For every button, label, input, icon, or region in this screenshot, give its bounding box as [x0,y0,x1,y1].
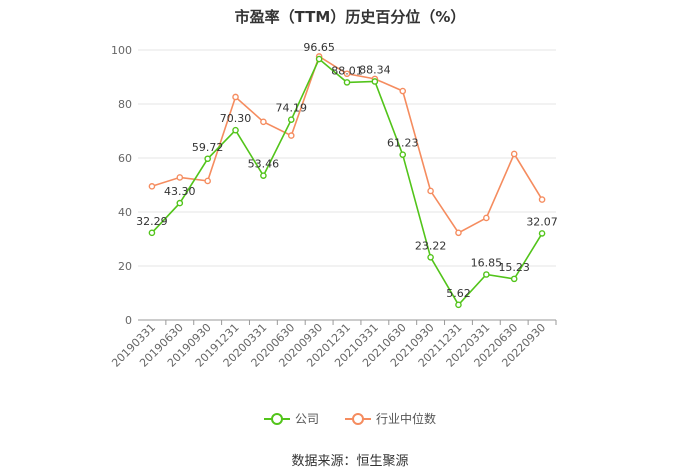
y-tick-label: 20 [118,260,132,273]
data-point-industry-median [343,70,351,78]
data-label: 74.19 [276,102,308,115]
data-point-industry-median [427,187,434,195]
grid-layer [138,49,556,321]
data-label: 15.23 [498,261,530,274]
data-label: 88.34 [359,63,391,76]
data-point-company [343,79,351,86]
data-point-industry-median [204,177,211,185]
data-label: 53.46 [248,158,280,171]
data-point-industry-median [510,150,518,158]
source-note: 数据来源：恒生聚源 [291,454,409,469]
data-label: 70.30 [220,112,252,125]
data-point-company [260,172,267,179]
y-tick-label: 80 [118,98,132,111]
data-point-company [315,55,323,63]
data-point-company [148,229,156,237]
data-point-company [455,301,462,309]
data-point-company [427,254,434,261]
legend-label-company: 公司 [294,412,319,426]
data-label: 43.30 [164,185,196,198]
data-point-company [371,78,379,85]
data-point-industry-median [176,174,184,181]
legend-item-industry-median[interactable]: 行业中位数 [345,410,436,427]
data-label: 23.22 [415,239,447,252]
y-tick-label: 60 [118,152,132,165]
series-layer [148,53,546,309]
data-point-company [399,151,407,158]
data-point-company [204,155,211,163]
data-label: 5.62 [446,287,471,300]
data-label: 88.01 [331,64,363,77]
y-tick-label: 100 [111,44,132,57]
data-point-company [232,126,239,134]
data-point-industry-median [399,87,407,95]
data-point-industry-median [538,196,546,203]
data-label: 32.07 [526,215,558,228]
legend: 公司 行业中位数 [0,410,700,427]
y-tick-label: 40 [118,206,132,219]
data-point-industry-median [483,214,490,222]
data-label: 96.65 [303,41,335,54]
data-label-layer: 32.29 43.30 59.72 70.30 53.46 74.19 96.65 88.01… [136,41,558,300]
data-point-industry-median [232,93,239,101]
data-label: 61.23 [387,137,419,150]
y-tick-label: 0 [125,314,132,327]
data-point-industry-median [455,229,462,237]
data-label: 59.72 [192,141,224,154]
data-point-industry-median [148,183,156,190]
data-point-company [287,116,295,123]
data-point-company [483,271,490,278]
legend-label-industry-median: 行业中位数 [376,412,437,426]
data-point-industry-median [287,132,295,139]
data-label: 16.85 [471,257,503,270]
legend-item-company[interactable]: 公司 [263,410,319,427]
data-point-company [510,275,518,283]
data-point-company [176,199,184,207]
data-label: 32.29 [136,215,168,228]
data-point-industry-median [260,118,267,126]
legend-marker-company [263,412,290,425]
legend-marker-industry-median [345,412,371,425]
chart-title: 市盈率（TTM）历史百分位（%） [234,8,466,26]
data-point-company [538,230,546,237]
